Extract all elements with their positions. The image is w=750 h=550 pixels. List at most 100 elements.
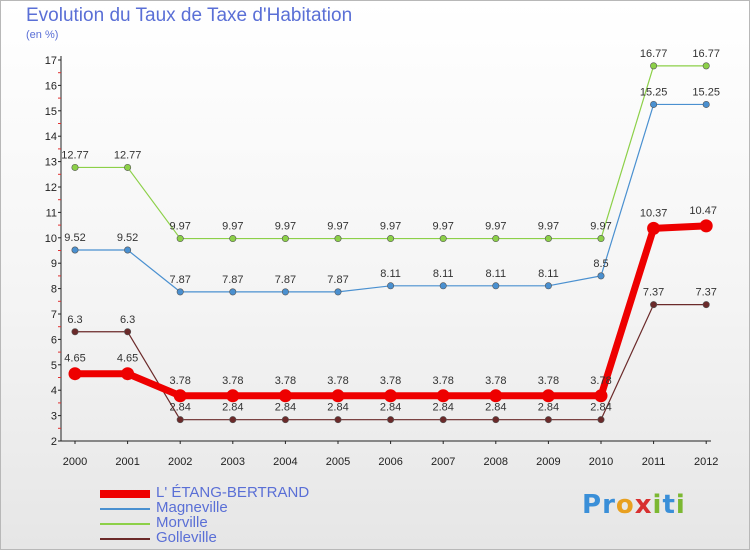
data-label-l-etang-bertrand-2005: 3.78 [327, 375, 348, 387]
x-tick-label-2000: 2000 [63, 456, 87, 468]
data-label-golleville-2001: 6.3 [120, 314, 135, 326]
data-label-morville-2012: 16.77 [692, 48, 720, 60]
point-golleville-2010 [597, 416, 605, 424]
data-label-morville-2010: 9.97 [590, 221, 611, 233]
data-label-golleville-2009: 2.84 [538, 402, 559, 414]
data-label-golleville-2002: 2.84 [169, 402, 190, 414]
point-golleville-2009 [544, 416, 552, 424]
data-label-morville-2011: 16.77 [640, 48, 668, 60]
y-tick-label-6: 6 [51, 334, 57, 346]
point-morville-2012 [702, 62, 710, 70]
x-tick-label-2006: 2006 [378, 456, 402, 468]
point-l-etang-bertrand-2005 [331, 389, 345, 403]
point-golleville-2011 [650, 301, 658, 309]
chart-title: Evolution du Taux de Taxe d'Habitation [26, 5, 353, 26]
legend-swatch-golleville [100, 538, 150, 540]
data-label-golleville-2003: 2.84 [222, 402, 243, 414]
data-label-l-etang-bertrand-2009: 3.78 [538, 375, 559, 387]
x-tick-label-2005: 2005 [326, 456, 350, 468]
point-magneville-2000 [71, 246, 79, 254]
point-morville-2002 [176, 235, 184, 243]
y-tick-label-14: 14 [45, 131, 57, 143]
data-label-golleville-2006: 2.84 [380, 402, 401, 414]
data-label-magneville-2003: 7.87 [222, 274, 243, 286]
legend-item-golleville: Golleville [100, 529, 340, 548]
data-label-golleville-2004: 2.84 [275, 402, 296, 414]
y-tick-label-17: 17 [45, 55, 57, 67]
point-magneville-2010 [597, 272, 605, 280]
point-magneville-2003 [229, 288, 237, 296]
point-l-etang-bertrand-2003 [226, 389, 240, 403]
point-magneville-2007 [439, 282, 447, 290]
data-label-magneville-2005: 7.87 [327, 274, 348, 286]
data-label-l-etang-bertrand-2002: 3.78 [169, 375, 190, 387]
point-golleville-2006 [387, 416, 395, 424]
legend-label-morville: Morville [156, 514, 208, 531]
data-label-magneville-2008: 8.11 [486, 268, 507, 280]
data-label-morville-2006: 9.97 [380, 221, 401, 233]
data-label-l-etang-bertrand-2010: 3.78 [590, 375, 611, 387]
point-morville-2005 [334, 235, 342, 243]
legend-label-etang-bertrand: L' ÉTANG-BERTRAND [156, 484, 310, 501]
data-label-l-etang-bertrand-2006: 3.78 [380, 375, 401, 387]
data-label-morville-2001: 12.77 [114, 149, 142, 161]
point-magneville-2008 [492, 282, 500, 290]
data-label-l-etang-bertrand-2011: 10.37 [640, 207, 668, 219]
legend-item-magneville: Magneville [100, 499, 340, 518]
y-tick-label-9: 9 [51, 258, 57, 270]
data-label-magneville-2006: 8.11 [380, 268, 401, 280]
data-label-morville-2000: 12.77 [61, 149, 89, 161]
x-tick-label-2002: 2002 [168, 456, 192, 468]
point-morville-2006 [387, 235, 395, 243]
x-tick-label-2011: 2011 [642, 456, 666, 468]
point-morville-2003 [229, 235, 237, 243]
x-tick-label-2010: 2010 [589, 456, 613, 468]
point-magneville-2012 [702, 100, 710, 108]
point-morville-2008 [492, 235, 500, 243]
logo-letter: r [602, 490, 616, 520]
data-label-magneville-2012: 15.25 [692, 86, 720, 98]
data-label-golleville-2005: 2.84 [327, 402, 348, 414]
x-tick-label-2008: 2008 [484, 456, 508, 468]
point-l-etang-bertrand-2009 [541, 389, 555, 403]
labels-layer: 12.77 12.77 9.97 9.97 9.97 9.97 9.97 9.97 9.97 9.… [61, 48, 720, 414]
data-label-l-etang-bertrand-2007: 3.78 [432, 375, 453, 387]
x-tick-label-2004: 2004 [273, 456, 297, 468]
point-l-etang-bertrand-2006 [384, 389, 398, 403]
data-label-magneville-2004: 7.87 [275, 274, 296, 286]
data-label-magneville-2011: 15.25 [640, 86, 668, 98]
chart-subtitle: (en %) [26, 29, 59, 41]
point-magneville-2004 [281, 288, 289, 296]
data-label-golleville-2012: 7.37 [695, 287, 716, 299]
y-tick-label-5: 5 [51, 360, 57, 372]
data-label-magneville-2007: 8.11 [433, 268, 454, 280]
legend-item-morville: Morville [100, 514, 340, 533]
point-l-etang-bertrand-2012 [699, 219, 713, 233]
point-magneville-2002 [176, 288, 184, 296]
point-morville-2000 [71, 163, 79, 171]
y-tick-label-2: 2 [51, 436, 57, 448]
data-label-golleville-2011: 7.37 [643, 287, 664, 299]
point-golleville-2005 [334, 416, 342, 424]
point-morville-2004 [281, 235, 289, 243]
point-golleville-2001 [124, 328, 132, 336]
logo-letter: x [634, 490, 653, 520]
logo-letter: i [652, 490, 663, 520]
point-l-etang-bertrand-2000 [68, 367, 82, 381]
y-tick-label-8: 8 [51, 284, 57, 296]
point-magneville-2009 [544, 282, 552, 290]
point-l-etang-bertrand-2004 [278, 389, 292, 403]
data-label-l-etang-bertrand-2000: 4.65 [64, 353, 85, 365]
data-label-l-etang-bertrand-2012: 10.47 [689, 205, 717, 217]
x-tick-label-2012: 2012 [694, 456, 718, 468]
data-label-morville-2002: 9.97 [169, 221, 190, 233]
y-tick-label-13: 13 [45, 157, 57, 169]
legend-item-etang-bertrand: L' ÉTANG-BERTRAND [100, 484, 340, 503]
x-tick-label-2003: 2003 [221, 456, 245, 468]
data-label-morville-2005: 9.97 [327, 221, 348, 233]
point-golleville-2007 [439, 416, 447, 424]
y-tick-label-3: 3 [51, 411, 57, 423]
point-l-etang-bertrand-2007 [436, 389, 450, 403]
data-label-morville-2009: 9.97 [538, 221, 559, 233]
